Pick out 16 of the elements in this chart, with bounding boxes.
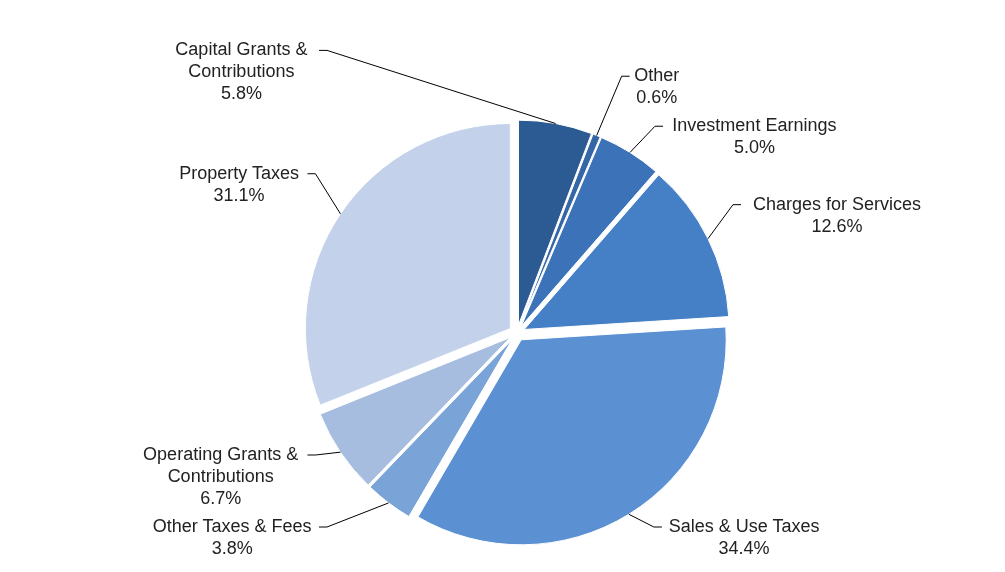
data-label: 5.0% [733, 137, 775, 158]
slice-label: Sales & Use Taxes [668, 516, 820, 536]
slice-label: Property Taxes [179, 162, 299, 183]
data-label: 34.4% [718, 538, 770, 558]
data-label: 3.8% [211, 538, 253, 558]
data-label: 6.7% [200, 488, 242, 508]
slice-label: Other [634, 65, 680, 86]
data-label: 12.6% [811, 215, 863, 236]
slice-label: Investment Earnings [672, 115, 837, 136]
slice-label: Operating Grants & Contributions [143, 444, 299, 486]
data-label: 0.6% [636, 87, 678, 108]
slice-label: Capital Grants & Contributions [175, 39, 308, 82]
slice-label: Other Taxes & Fees [152, 516, 312, 536]
data-label: 31.1% [213, 184, 265, 205]
data-label: 5.8% [220, 83, 262, 104]
slice-label: Charges for Services [752, 193, 922, 214]
